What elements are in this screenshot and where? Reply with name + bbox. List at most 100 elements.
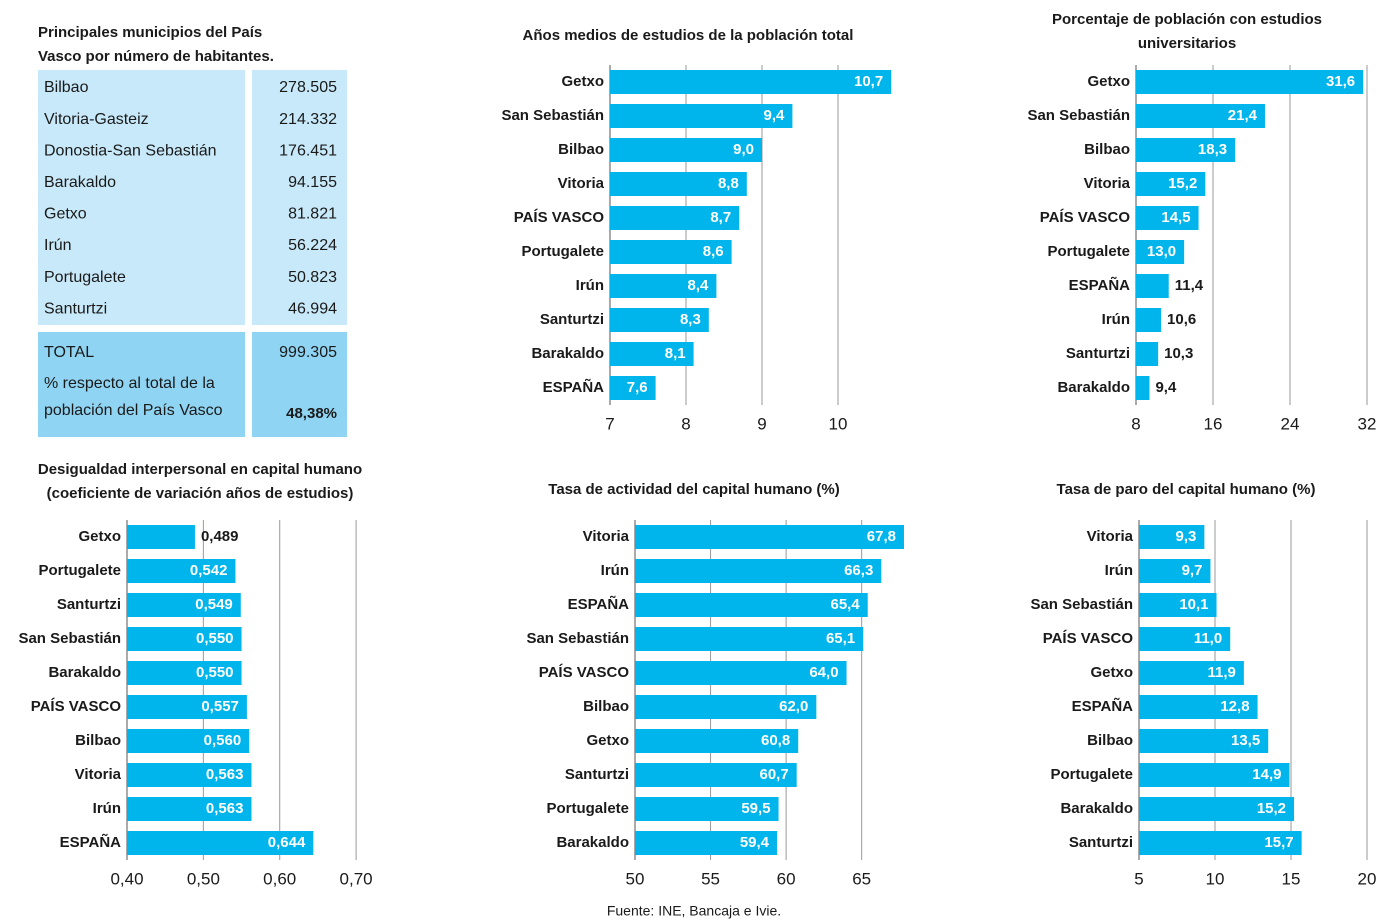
bar [127,797,252,821]
value-label: 0,563 [206,766,244,783]
category-label: Barakaldo [556,834,629,851]
bar [127,627,242,651]
value-label: 8,4 [688,277,710,294]
category-label: San Sebastián [501,107,604,124]
category-label: Bilbao [1087,732,1133,749]
value-label: 14,5 [1161,209,1190,226]
category-label: PAÍS VASCO [514,209,605,226]
x-tick-label: 5 [1134,869,1143,888]
bar [1136,240,1185,264]
bar [127,559,236,583]
table-total-left [38,332,245,437]
category-label: ESPAÑA [568,595,630,613]
bar [1136,206,1199,230]
value-label: 0,550 [196,664,234,681]
bar [1136,104,1265,128]
category-label: Irún [93,800,121,817]
category-label: Portugalete [546,800,629,817]
category-label: Bilbao [1084,141,1130,158]
value-label: 10,7 [854,73,883,90]
value-label: 11,9 [1208,664,1236,681]
value-label: 9,7 [1182,562,1203,579]
table-cell: Vitoria-Gasteiz [44,111,149,128]
category-label: Irún [1102,311,1130,328]
total-value: 999.305 [279,344,337,361]
category-label: ESPAÑA [60,833,122,851]
table-cell: Barakaldo [44,174,116,191]
category-label: Bilbao [558,141,604,158]
value-label: 10,1 [1179,596,1208,613]
bar [1139,661,1244,685]
category-label: Santurtzi [1069,834,1133,851]
value-label: 21,4 [1228,107,1258,124]
category-label: ESPAÑA [1069,276,1131,294]
table-cell: Getxo [44,206,87,223]
value-label: 0,557 [201,698,239,715]
category-label: San Sebastián [18,630,121,647]
value-label: 8,1 [665,345,686,362]
value-label: 59,5 [741,800,770,817]
value-label: 65,1 [826,630,855,647]
bar [127,661,242,685]
bar [635,695,817,719]
category-label: Getxo [1090,664,1133,681]
bar [635,525,904,549]
bar [610,342,694,366]
category-label: Irún [1105,562,1133,579]
x-tick-label: 15 [1282,869,1301,888]
bar [635,763,797,787]
x-tick-label: 55 [701,869,720,888]
category-label: Santurtzi [1066,345,1130,362]
x-tick-label: 9 [757,414,766,433]
value-label: 0,550 [196,630,234,647]
category-label: Getxo [78,528,121,545]
table-cell: Santurtzi [44,300,107,317]
bar [1139,627,1231,651]
category-label: San Sebastián [526,630,629,647]
bar [635,559,882,583]
category-label: Vitoria [75,766,122,783]
bar [127,729,250,753]
x-tick-label: 0,60 [263,869,296,888]
category-label: Santurtzi [540,311,604,328]
bar [610,376,656,400]
category-label: Barakaldo [531,345,604,362]
chart-title: (coeficiente de variación años de estudi… [47,485,354,502]
category-label: Portugalete [1050,766,1133,783]
category-label: Portugalete [1047,243,1130,260]
value-label: 10,3 [1164,345,1193,362]
bar [1136,70,1364,94]
bar [127,763,252,787]
bar [127,593,241,617]
table-cell: Donostia-San Sebastián [44,142,217,159]
value-label: 14,9 [1252,766,1281,783]
bar [1139,593,1217,617]
bar [1139,797,1295,821]
category-label: Vitoria [1084,175,1131,192]
x-tick-label: 10 [829,414,848,433]
chart-title: Años medios de estudios de la población … [523,27,854,44]
share-value: 48,38% [286,405,337,422]
bar [1139,729,1269,753]
x-tick-label: 24 [1281,414,1300,433]
table-cell: Portugalete [44,269,126,286]
share-label: población del País Vasco [44,402,223,419]
category-label: Vitoria [1087,528,1134,545]
category-label: Bilbao [583,698,629,715]
x-tick-label: 60 [777,869,796,888]
x-tick-label: 0,50 [187,869,220,888]
table-cell: 176.451 [279,142,337,159]
value-label: 65,4 [831,596,861,613]
value-label: 13,0 [1147,243,1176,260]
bar [1136,274,1169,298]
value-label: 11,0 [1194,630,1222,647]
value-label: 66,3 [844,562,873,579]
bar [1139,831,1302,855]
bar [1136,342,1159,366]
category-label: ESPAÑA [1072,697,1134,715]
x-tick-label: 65 [852,869,871,888]
x-tick-label: 8 [1131,414,1140,433]
category-label: Portugalete [521,243,604,260]
value-label: 31,6 [1326,73,1355,90]
category-label: Santurtzi [57,596,121,613]
